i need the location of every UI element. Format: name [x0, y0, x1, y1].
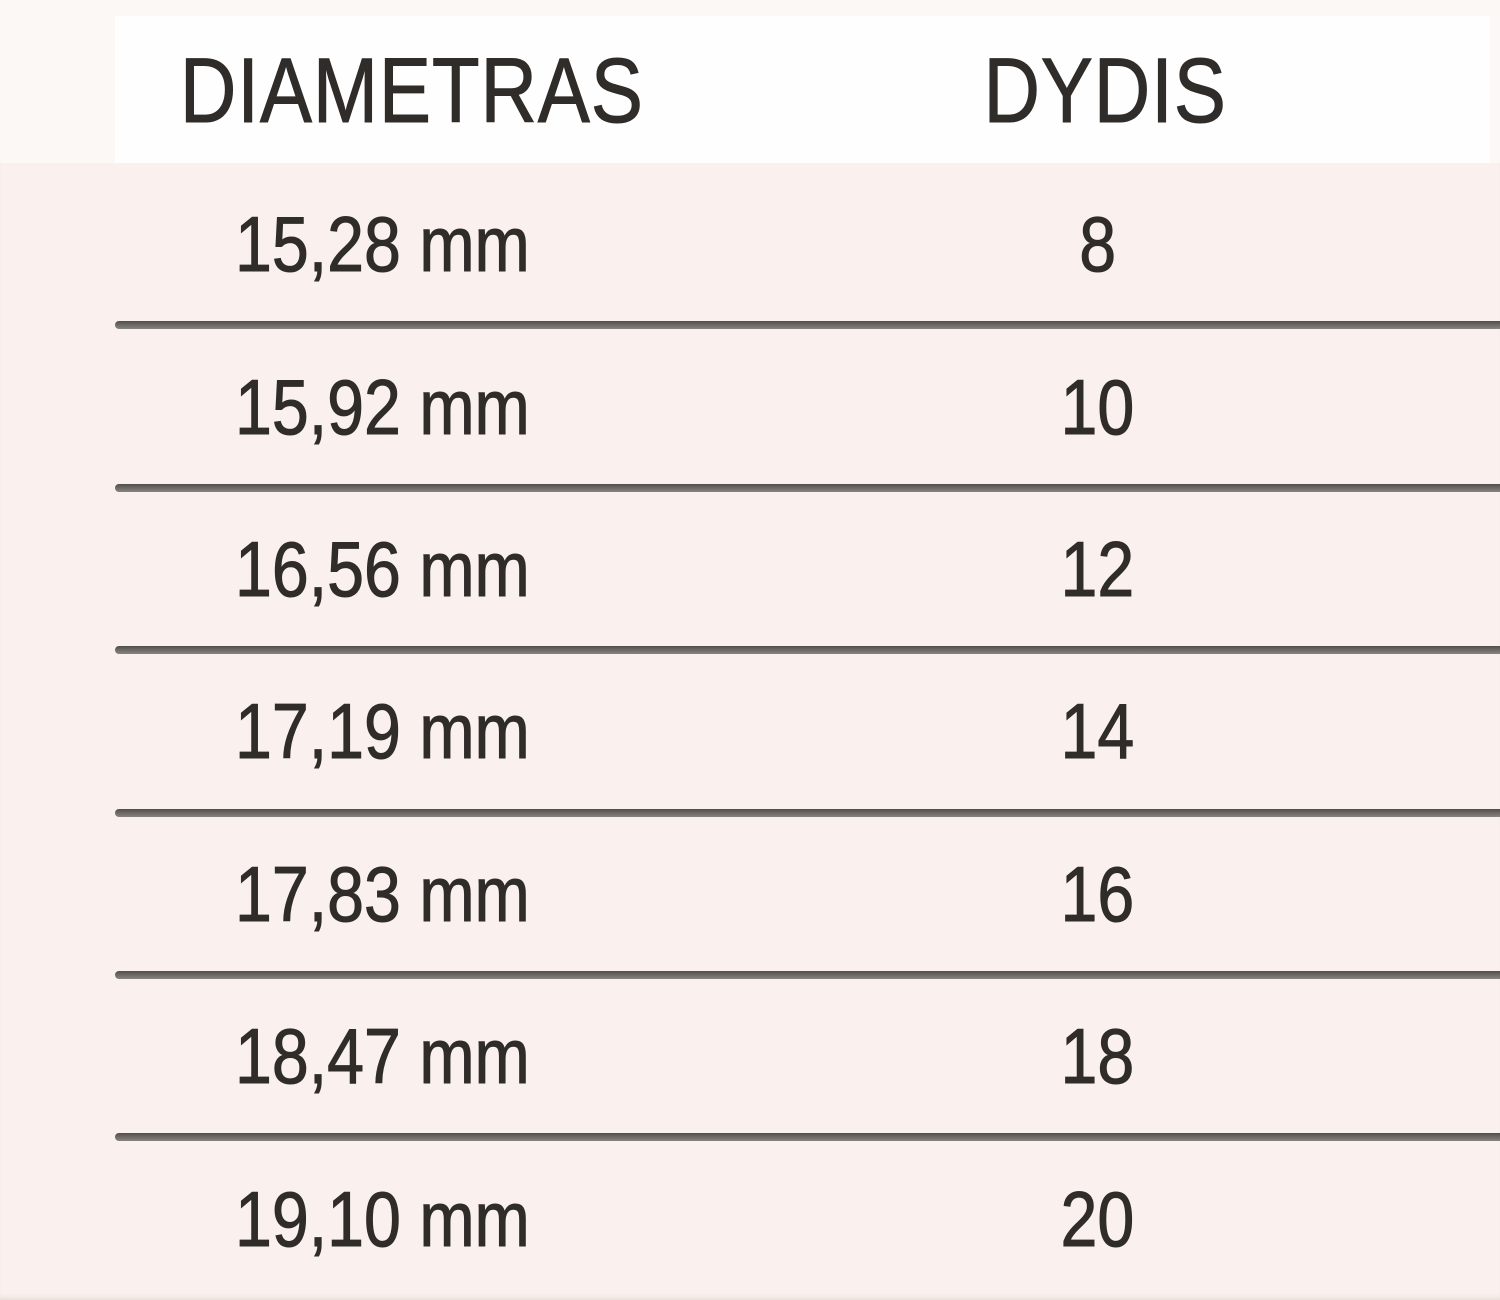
row-divider	[115, 808, 1500, 817]
row-divider	[115, 483, 1500, 492]
diameter-cell: 17,83 mm	[235, 813, 582, 975]
size-cell: 12	[890, 488, 1305, 650]
diameter-value: 17,83 mm	[235, 849, 531, 938]
column-header-dydis-label: DYDIS	[983, 39, 1227, 142]
size-cell: 10	[890, 325, 1305, 487]
size-value: 16	[1060, 849, 1135, 938]
diameter-cell: 15,28 mm	[235, 163, 582, 325]
size-value: 12	[1060, 524, 1135, 613]
size-cell: 16	[890, 813, 1305, 975]
size-chart-table: 15,28 mm 8 15,92 mm 10 16,56 mm 12	[0, 163, 1500, 1300]
size-cell: 18	[890, 975, 1305, 1137]
table-row: 15,92 mm 10	[0, 325, 1500, 492]
table-row: 18,47 mm 18	[0, 975, 1500, 1142]
diameter-value: 17,19 mm	[235, 687, 531, 776]
diameter-cell: 16,56 mm	[235, 488, 582, 650]
diameter-value: 15,92 mm	[235, 362, 531, 451]
row-divider	[115, 970, 1500, 979]
table-row: 17,83 mm 16	[0, 813, 1500, 979]
table-row: 17,19 mm 14	[0, 650, 1500, 817]
diameter-value: 15,28 mm	[235, 200, 531, 289]
row-divider	[115, 1133, 1500, 1142]
diameter-cell: 18,47 mm	[235, 975, 582, 1137]
diameter-value: 19,10 mm	[235, 1174, 531, 1263]
table-row: 15,28 mm 8	[0, 163, 1500, 330]
size-value: 14	[1060, 687, 1135, 776]
size-cell: 8	[890, 163, 1305, 325]
column-header-diametras: DIAMETRAS	[115, 0, 709, 163]
diameter-cell: 19,10 mm	[235, 1137, 582, 1300]
size-value: 8	[1079, 200, 1117, 289]
size-value: 18	[1060, 1012, 1135, 1101]
diameter-value: 18,47 mm	[235, 1012, 531, 1101]
diameter-value: 16,56 mm	[235, 524, 531, 613]
table-row: 16,56 mm 12	[0, 488, 1500, 655]
size-cell: 14	[890, 650, 1305, 812]
column-header-dydis: DYDIS	[890, 0, 1320, 163]
size-value: 20	[1060, 1174, 1135, 1263]
header-panel	[115, 16, 1490, 163]
row-divider	[115, 321, 1500, 330]
table-header: DIAMETRAS DYDIS	[0, 0, 1500, 163]
diameter-cell: 17,19 mm	[235, 650, 582, 812]
table-row: 19,10 mm 20	[0, 1137, 1500, 1300]
size-cell: 20	[890, 1137, 1305, 1300]
column-header-diametras-label: DIAMETRAS	[180, 39, 644, 142]
row-divider	[115, 646, 1500, 655]
diameter-cell: 15,92 mm	[235, 325, 582, 487]
size-value: 10	[1060, 362, 1135, 451]
